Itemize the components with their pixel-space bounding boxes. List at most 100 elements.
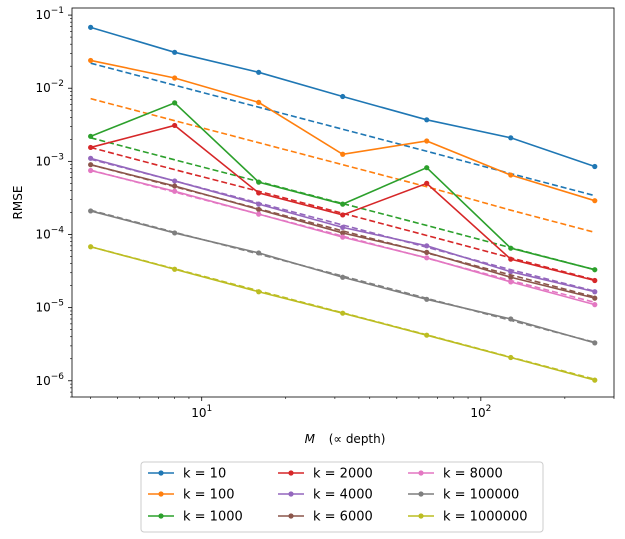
legend-marker [158,470,164,476]
data-point [256,289,262,295]
data-point [340,151,346,157]
x-axis-label: M (∝ depth) [305,432,386,446]
x-tick-label: 102 [470,404,491,420]
legend-label: k = 8000 [443,467,503,482]
legend-item: k = 2000 [278,467,373,482]
y-tick-label: 10−3 [35,152,64,168]
data-point [592,377,598,383]
y-tick-label: 10−1 [35,6,64,22]
fit-line [90,97,595,234]
legend-item: k = 100 [148,488,235,503]
series-0 [88,24,598,197]
data-point [424,249,430,255]
data-point [424,332,430,338]
data-point [508,172,514,178]
legend-item: k = 1000 [148,510,243,525]
data-point [424,255,430,261]
legend-label: k = 1000 [183,510,243,525]
data-point [172,188,178,194]
data-point [88,208,94,214]
data-point [172,75,178,81]
legend-item: k = 8000 [408,467,503,482]
series-7 [88,208,598,346]
data-point [256,201,262,207]
legend-label: k = 100 [183,488,235,503]
legend-frame [140,461,544,533]
series-6 [88,167,598,308]
series-1 [88,57,598,234]
data-point [508,135,514,141]
data-point [340,230,346,236]
data-point [592,277,598,284]
data-point [172,100,178,106]
data-point [508,256,514,262]
series-4 [88,155,598,295]
data-point [88,244,94,250]
data-point [256,179,262,185]
data-point [424,296,430,302]
data-point [172,266,178,272]
y-axis-label: RMSE [11,186,25,220]
legend-marker [158,513,164,519]
legend-marker [418,470,424,476]
data-point [172,122,178,129]
data-point [508,245,514,251]
legend-item: k = 6000 [278,510,373,525]
legend-item: k = 100000 [408,488,519,503]
data-point [256,69,262,75]
series-group [88,24,598,383]
y-tick-label: 10−6 [35,372,64,388]
data-point [508,316,514,322]
data-point [88,24,94,30]
data-point [88,155,94,161]
legend-marker [158,491,164,497]
data-point [340,93,346,100]
data-point [340,234,346,240]
legend-label: k = 2000 [313,467,373,482]
data-point [508,269,514,275]
fit-line [90,62,595,197]
data-point [592,198,598,204]
legend-label: k = 4000 [313,488,373,503]
data-point [88,144,94,151]
y-tick-label: 10−2 [35,79,64,95]
data-point [256,99,262,106]
axis-labels: RMSE M (∝ depth) [11,186,385,446]
legend-item: k = 10 [148,467,226,482]
series-line [90,59,596,202]
series-8 [88,244,598,383]
data-point [592,267,598,273]
data-point [424,117,430,123]
data-point [340,201,346,207]
data-point [592,302,598,308]
legend-label: k = 6000 [313,510,373,525]
data-point [508,354,514,361]
data-point [592,295,598,301]
legend-item: k = 1000000 [408,510,528,525]
data-point [340,224,346,231]
axes-frame [71,7,615,398]
series-3 [88,122,598,284]
data-point [424,180,430,186]
data-point [172,230,178,236]
data-point [256,206,262,213]
data-point [592,163,598,170]
series-2 [88,100,598,273]
data-point [88,162,94,168]
data-point [88,167,94,174]
data-point [592,340,598,346]
legend-marker [288,470,294,476]
legend-item: k = 4000 [278,488,373,503]
legend-label: k = 10 [183,467,226,482]
legend-label: k = 1000000 [443,510,528,525]
legend: k = 10 k = 100 k = 1000 k = 2000 k = 4000 k =… [140,461,544,533]
data-point [592,289,598,295]
data-point [424,243,430,249]
data-point [340,310,346,316]
data-point [508,279,514,285]
y-tick-label: 10−5 [35,299,64,315]
series-5 [88,162,598,301]
data-point [172,49,178,55]
x-axis-label-note: (∝ depth) [329,432,386,446]
